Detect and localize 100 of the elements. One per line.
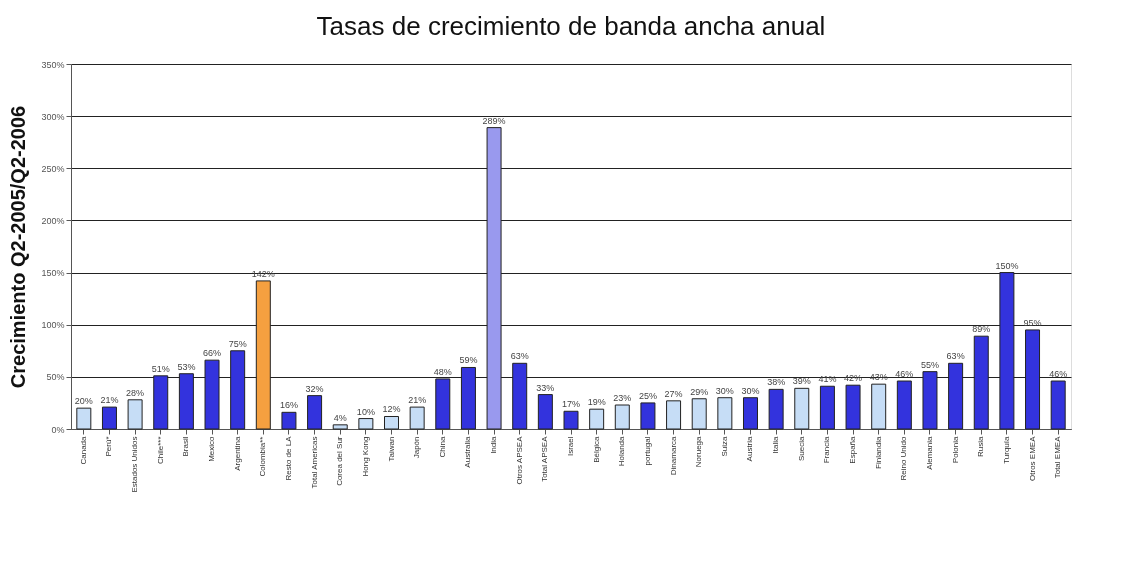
- bar: [589, 408, 605, 430]
- bar: [1050, 380, 1066, 430]
- chart-title: Tasas de crecimiento de banda ancha anual: [316, 11, 826, 41]
- bar: [691, 398, 707, 430]
- x-tick-label: Canada: [78, 435, 88, 465]
- x-tick-label: Mexico: [207, 435, 217, 462]
- x-tick-label: España: [848, 435, 858, 464]
- x-tick-label: portugal: [642, 436, 652, 466]
- x-tick-label: Suiza: [719, 435, 729, 457]
- x-tick-label: Finlandia: [873, 435, 883, 469]
- x-tick-label: Total APSEA: [540, 435, 550, 482]
- x-tick-label: Taiwan: [386, 436, 396, 462]
- x-tick-label: Austria: [745, 435, 755, 462]
- bar: [666, 400, 682, 430]
- data-label: 19%: [587, 397, 606, 408]
- y-axis-title: Crecimiento Q2-2005/Q2-2006: [7, 105, 30, 389]
- data-label: 27%: [664, 388, 683, 399]
- data-label: 150%: [995, 260, 1019, 271]
- y-tick-label: 200%: [41, 215, 65, 226]
- bar: [358, 418, 374, 430]
- x-tick-label: Rusia: [976, 435, 986, 457]
- bar: [717, 397, 733, 430]
- x-tick-label: Italia: [771, 435, 781, 454]
- bar: [409, 406, 425, 430]
- data-label: 48%: [433, 366, 452, 377]
- data-label: 23%: [613, 393, 632, 404]
- x-tick-label: Estados Unidos: [130, 436, 140, 493]
- bar: [794, 387, 810, 430]
- data-label: 39%: [792, 376, 811, 387]
- bar: [871, 383, 887, 430]
- bar: [896, 380, 912, 430]
- x-tick-label: Perú*: [104, 436, 114, 457]
- data-label: 12%: [382, 404, 401, 415]
- data-label: 33%: [536, 382, 555, 393]
- data-label: 75%: [228, 338, 247, 349]
- data-label: 66%: [203, 348, 222, 359]
- data-label: 20%: [74, 396, 93, 407]
- data-label: 32%: [305, 383, 324, 394]
- data-label: 30%: [741, 385, 760, 396]
- x-tick-label: Resto de LA: [283, 435, 293, 481]
- bar: [76, 407, 92, 430]
- y-tick-label: 350%: [41, 59, 65, 70]
- x-tick-label: Total Americas: [309, 436, 319, 489]
- data-label: 17%: [561, 399, 581, 410]
- y-tick-label: 250%: [41, 163, 65, 174]
- x-tick-label: Suecia: [796, 435, 806, 461]
- data-label: 25%: [638, 390, 657, 401]
- bar: [101, 406, 117, 430]
- x-tick-label: Total EMEA: [1053, 435, 1063, 479]
- data-label: 16%: [279, 400, 298, 411]
- bar: [640, 402, 656, 430]
- x-tick-label: Dinamarca: [668, 435, 678, 476]
- x-tick-label: Argentina: [232, 435, 242, 471]
- data-label: 29%: [690, 386, 709, 397]
- x-tick-label: Chile***: [155, 436, 165, 465]
- data-label: 21%: [100, 395, 119, 406]
- data-label: 4%: [333, 412, 347, 423]
- x-tick-label: Alemania: [924, 435, 934, 470]
- x-tick-label: China: [437, 435, 447, 458]
- bar: [281, 411, 297, 430]
- data-label: 51%: [151, 363, 170, 374]
- x-tick-label: Australia: [463, 435, 473, 468]
- data-label: 46%: [895, 369, 914, 380]
- x-tick-label: Holanda: [617, 435, 627, 467]
- data-label: 21%: [408, 395, 427, 406]
- x-tick-label: Brasil: [181, 436, 191, 457]
- y-tick-label: 100%: [41, 320, 65, 331]
- data-label: 38%: [767, 377, 786, 388]
- x-tick-label: Japón: [412, 436, 422, 459]
- data-label: 63%: [510, 351, 529, 362]
- bar: [614, 404, 630, 430]
- data-label: 30%: [715, 385, 734, 396]
- data-label: 53%: [177, 361, 196, 372]
- bar: [819, 385, 835, 430]
- x-tick-label: Colombia**: [258, 436, 268, 477]
- x-tick-label: Francia: [822, 435, 832, 464]
- bar: [768, 388, 784, 430]
- x-tick-label: Turquía: [1001, 435, 1011, 464]
- bar: [384, 415, 400, 430]
- x-tick-label: Reino Unido: [899, 435, 909, 481]
- x-tick-label: Corea del Sur: [335, 436, 345, 486]
- data-label: 59%: [459, 355, 478, 366]
- x-tick-label: India: [489, 435, 499, 454]
- y-tick-label: 300%: [41, 111, 65, 122]
- x-tick-label: Otros APSEA: [514, 435, 524, 485]
- bar: [563, 410, 579, 430]
- x-tick-label: Hong Kong: [360, 436, 370, 477]
- data-label: 55%: [920, 359, 939, 370]
- x-tick-label: Bélgica: [591, 435, 601, 463]
- x-tick-label: Otros EMEA: [1027, 435, 1037, 481]
- data-label: 28%: [126, 387, 145, 398]
- y-tick-label: 150%: [41, 268, 65, 279]
- x-tick-label: Polonia: [950, 435, 960, 464]
- data-label: 289%: [482, 115, 506, 126]
- y-tick-label: 0%: [51, 424, 65, 435]
- y-tick-label: 50%: [46, 372, 65, 383]
- bar: [307, 395, 323, 430]
- bar: [127, 399, 143, 430]
- data-label: 63%: [946, 351, 965, 362]
- bar: [332, 424, 348, 430]
